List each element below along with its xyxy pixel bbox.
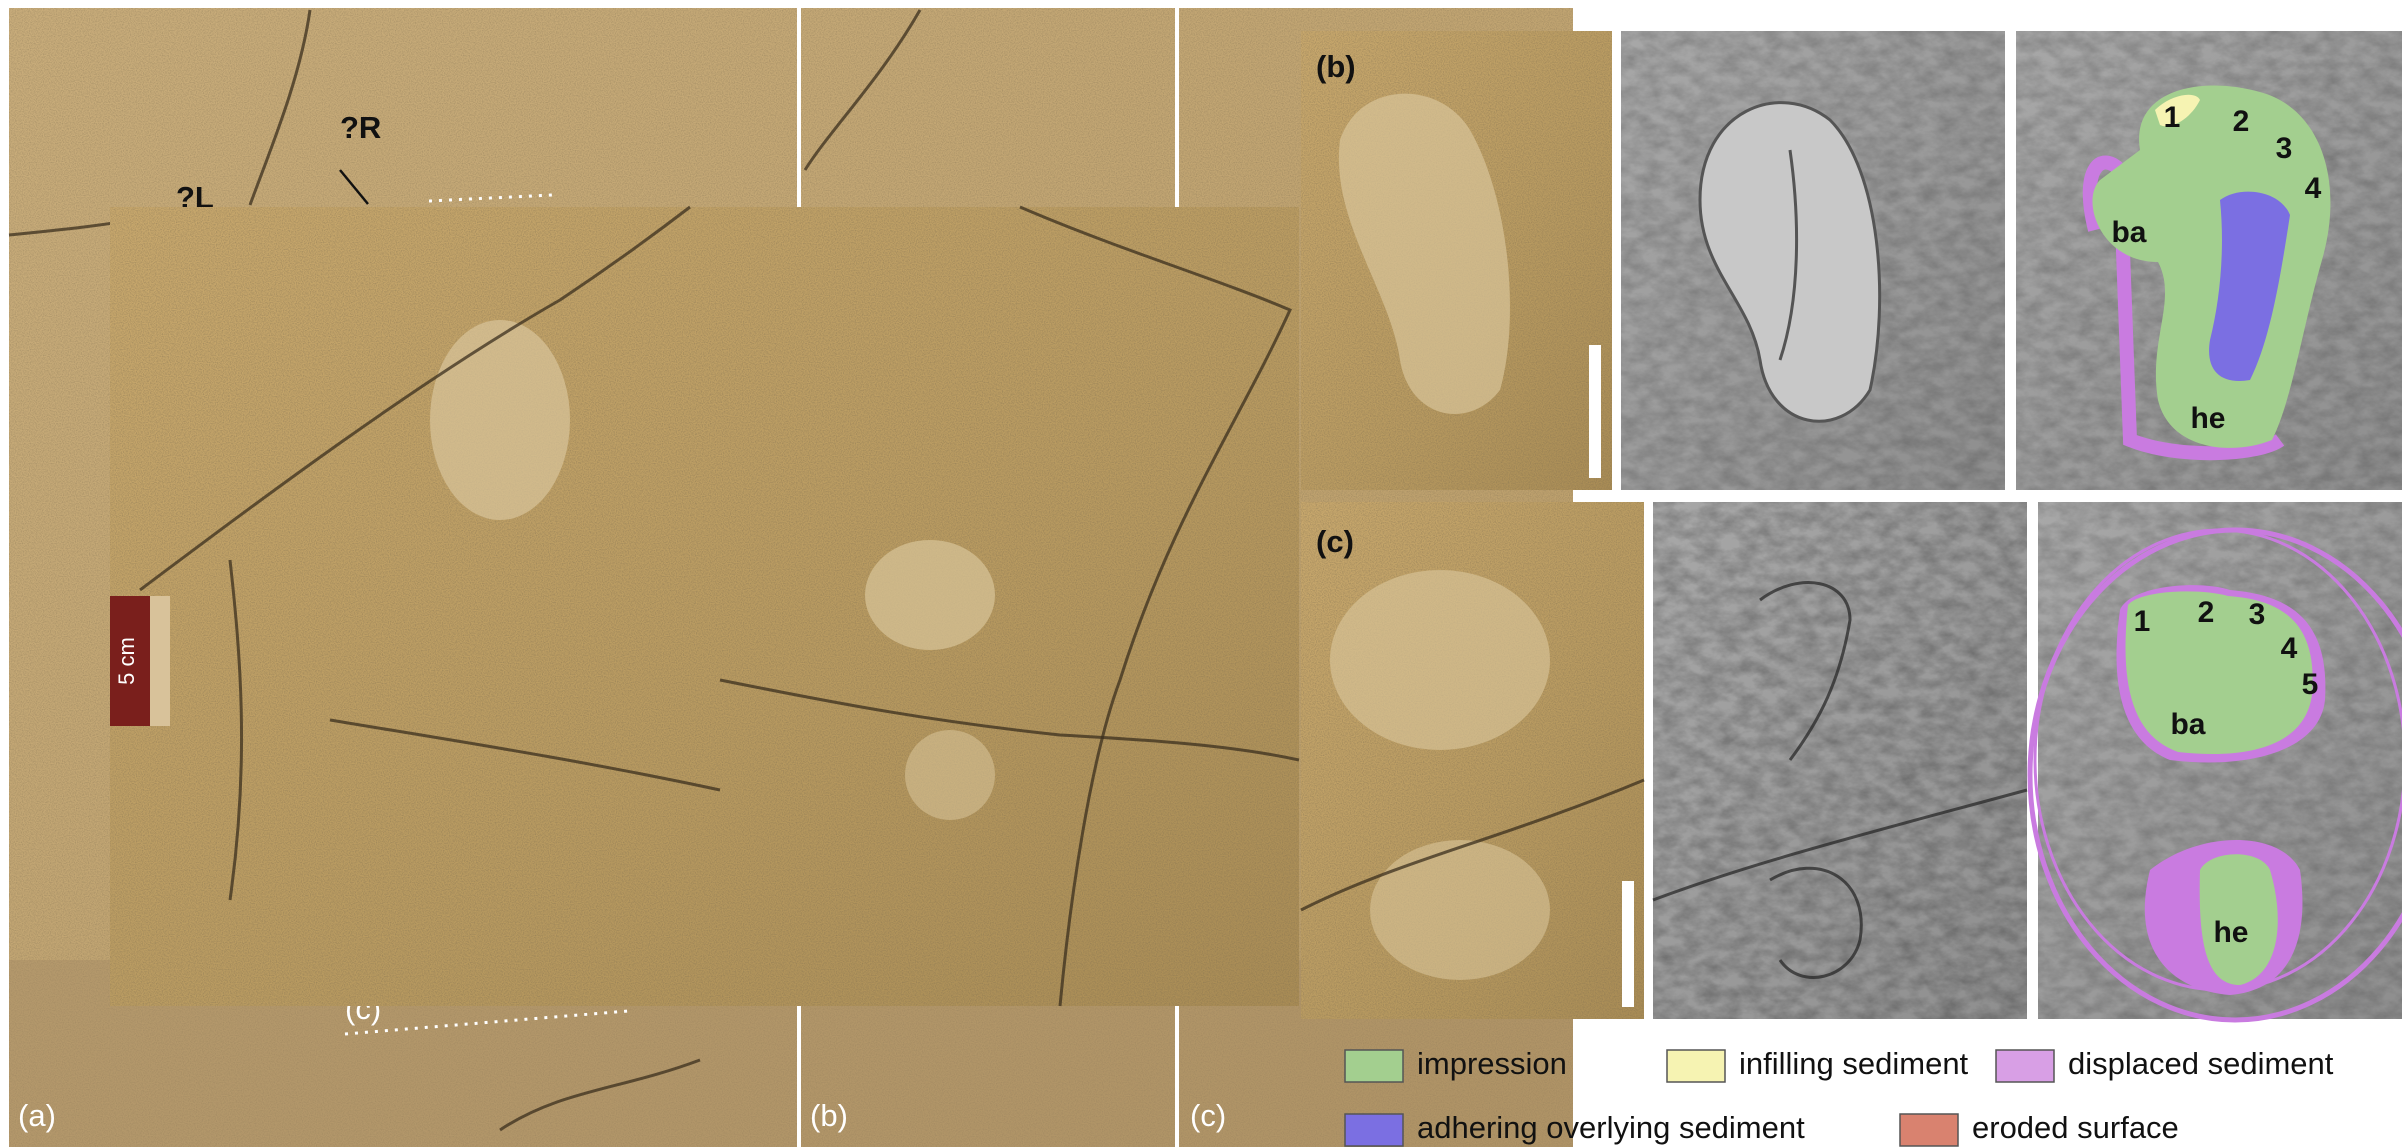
legend-label: impression: [1417, 1046, 1567, 1081]
legend-swatch: [1345, 1114, 1403, 1146]
digit-label: 3: [2276, 132, 2293, 165]
scale-label: 5 cm: [114, 637, 139, 685]
scan-relief: [1653, 502, 2027, 1019]
panel-label: (b): [810, 1098, 848, 1133]
digit-label: 1: [2164, 101, 2181, 134]
legend-swatch: [1996, 1050, 2054, 1082]
region-label: ba: [2111, 216, 2146, 249]
legend-label: displaced sediment: [2068, 1046, 2334, 1081]
page: ?R ?L (c) (a) (b) (c) 5 cm (b): [0, 0, 2402, 1147]
scale-ruler-edge: [150, 596, 170, 726]
digit-label: 3: [2249, 598, 2266, 631]
region-label: ba: [2170, 708, 2205, 741]
scale-bar: [1589, 345, 1601, 478]
scale-bar: [1622, 881, 1634, 1007]
region-label: he: [2213, 916, 2248, 949]
footprint: [865, 540, 995, 650]
legend-swatch: [1345, 1050, 1403, 1082]
digit-label: 2: [2233, 105, 2250, 138]
digit-label: 1: [2134, 605, 2151, 638]
legend-label: adhering overlying sediment: [1417, 1110, 1805, 1145]
panel-label: (a): [18, 1098, 56, 1133]
annotation: ?R: [340, 110, 381, 145]
figure: ?R ?L (c) (a) (b) (c) 5 cm (b): [0, 0, 2402, 1147]
overlay-photo: 5 cm: [110, 207, 1299, 1006]
footprint: [430, 320, 570, 520]
panel-label: (b): [1316, 49, 1356, 84]
legend-swatch: [1900, 1114, 1958, 1146]
digit-label: 2: [2198, 596, 2215, 629]
digit-label: 5: [2302, 668, 2319, 701]
footprint: [1330, 570, 1550, 750]
panel-label: (c): [1190, 1098, 1226, 1133]
panel-label: (c): [1316, 524, 1354, 559]
legend-label: eroded surface: [1972, 1110, 2179, 1145]
panel-b: (b): [1301, 31, 2402, 490]
footprint: [1370, 840, 1550, 980]
digit-label: 4: [2305, 172, 2322, 205]
digit-label: 4: [2281, 632, 2298, 665]
legend-swatch: [1667, 1050, 1725, 1082]
footprint: [905, 730, 995, 820]
impression: [2126, 591, 2313, 754]
legend-label: infilling sediment: [1739, 1046, 1969, 1081]
sand-grain: [110, 207, 1299, 1006]
region-label: he: [2190, 402, 2225, 435]
